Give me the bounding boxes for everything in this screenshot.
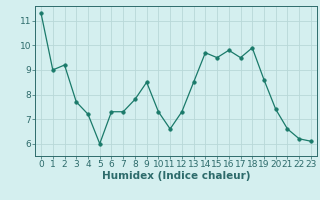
X-axis label: Humidex (Indice chaleur): Humidex (Indice chaleur) (102, 171, 250, 181)
